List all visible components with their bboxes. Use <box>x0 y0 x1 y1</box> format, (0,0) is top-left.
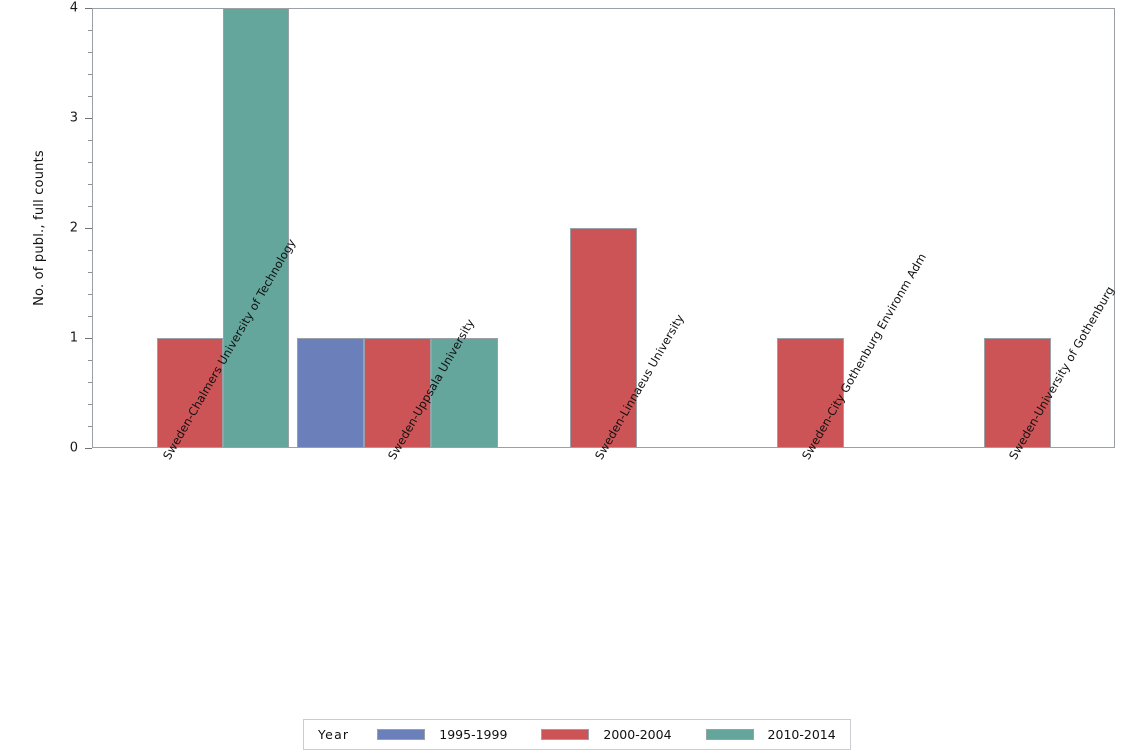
legend-entry: 1995-1999 <box>377 727 507 742</box>
legend-swatch <box>705 729 754 740</box>
bar <box>364 338 431 448</box>
y-tick-minor <box>88 30 92 31</box>
y-tick-label: 0 <box>69 440 78 456</box>
y-tick-label: 3 <box>69 110 78 126</box>
legend-label: 2010-2014 <box>767 727 836 742</box>
x-axis-label: Sweden-University of Gothenburg <box>1006 283 1117 462</box>
bar <box>777 338 844 448</box>
y-tick-major <box>85 8 92 9</box>
y-tick-major <box>85 338 92 339</box>
y-tick-major <box>85 448 92 449</box>
y-tick-minor <box>88 250 92 251</box>
y-tick-label: 2 <box>69 220 78 236</box>
y-tick-minor <box>88 162 92 163</box>
legend-label: 2000-2004 <box>603 727 672 742</box>
y-tick-major <box>85 228 92 229</box>
y-tick-minor <box>88 382 92 383</box>
y-tick-minor <box>88 96 92 97</box>
legend-entry: 2010-2014 <box>705 727 836 742</box>
x-axis-label: Sweden-City Gothenburg Environm Adm <box>799 250 930 462</box>
bar <box>223 8 289 448</box>
y-tick-minor <box>88 316 92 317</box>
y-tick-minor <box>88 184 92 185</box>
legend-entry: 2000-2004 <box>541 727 672 742</box>
x-axis-label: Sweden-Linnaeus University <box>592 311 687 462</box>
y-tick-minor <box>88 74 92 75</box>
legend-title: Year <box>318 727 350 742</box>
x-axis-label: Sweden-Uppsala University <box>385 316 478 462</box>
x-axis-label: Sweden-Chalmers University of Technology <box>160 236 299 462</box>
legend-entries: 1995-1999 2000-2004 2010-2014 <box>377 727 836 742</box>
y-tick-minor <box>88 360 92 361</box>
bar <box>570 228 637 448</box>
bar <box>984 338 1051 448</box>
y-tick-minor <box>88 404 92 405</box>
y-tick-minor <box>88 426 92 427</box>
x-axis-line <box>92 447 1115 448</box>
bar <box>431 338 498 448</box>
legend-swatch <box>541 729 590 740</box>
y-tick-minor <box>88 140 92 141</box>
y-tick-major <box>85 118 92 119</box>
legend: Year 1995-1999 2000-2004 2010-2014 <box>303 719 851 750</box>
bar <box>157 338 223 448</box>
y-tick-minor <box>88 294 92 295</box>
bars-layer <box>0 8 1134 448</box>
legend-label: 1995-1999 <box>439 727 508 742</box>
bar <box>297 338 364 448</box>
y-tick-label: 1 <box>69 330 78 346</box>
y-tick-minor <box>88 52 92 53</box>
y-tick-minor <box>88 272 92 273</box>
legend-swatch <box>377 729 426 740</box>
y-tick-minor <box>88 206 92 207</box>
y-tick-label: 4 <box>69 0 78 16</box>
